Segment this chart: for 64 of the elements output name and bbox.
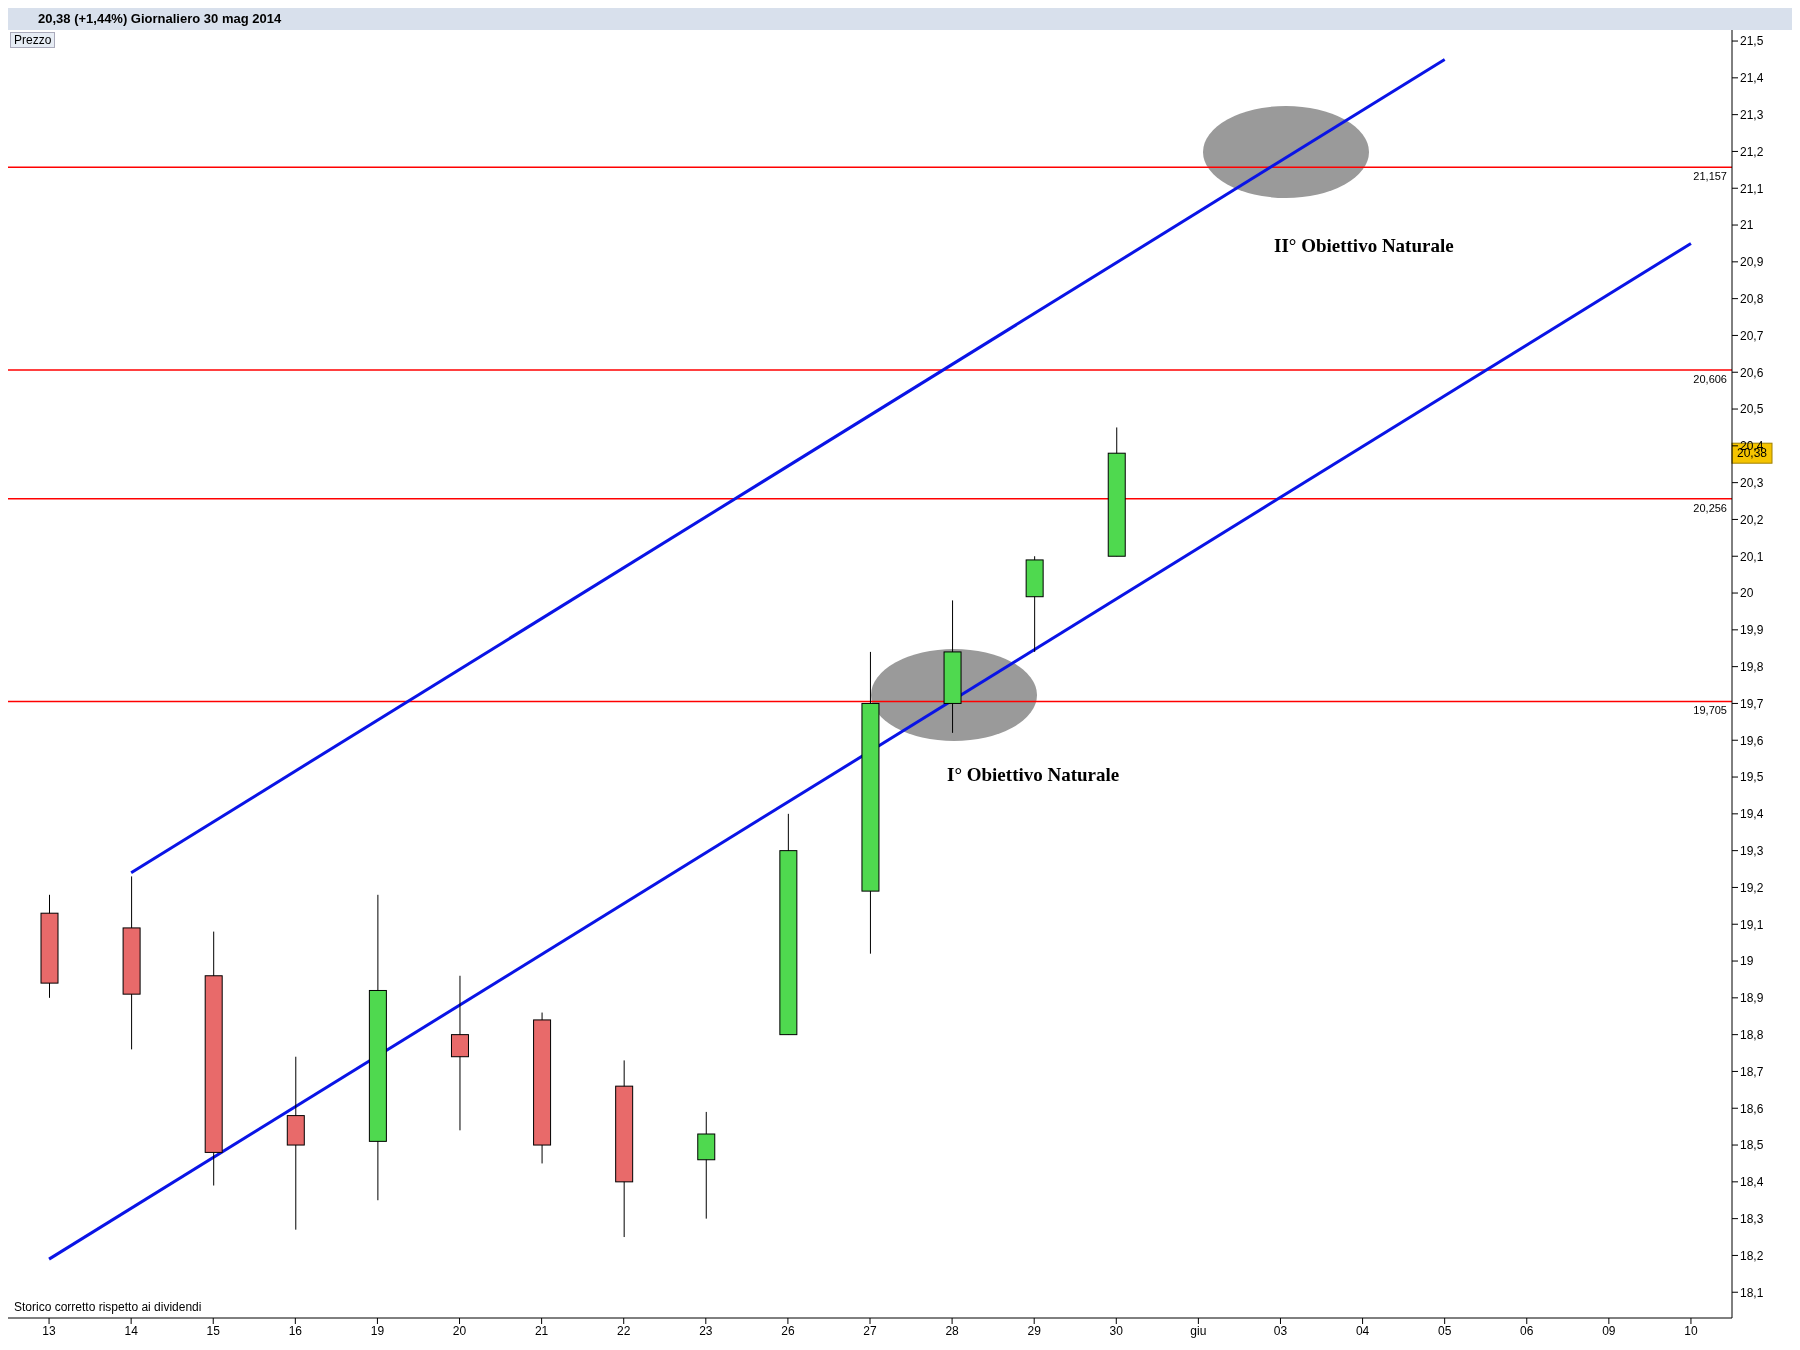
y-tick-label: 21,2 [1740, 144, 1764, 159]
ref-line-label: 20,256 [1693, 501, 1727, 514]
annotation: Prezzo [10, 32, 56, 48]
y-tick-label: 18,7 [1740, 1064, 1764, 1079]
y-tick-label: 19,3 [1740, 843, 1764, 858]
annotation: II° Obiettivo Naturale [1274, 235, 1454, 257]
y-tick-label: 20,2 [1740, 512, 1764, 527]
y-tick-label: 20 [1740, 586, 1754, 601]
y-tick-label: 18,8 [1740, 1027, 1764, 1042]
ref-line-label: 19,705 [1693, 704, 1727, 717]
x-tick-label: 15 [206, 1323, 221, 1338]
y-tick-label: 19,7 [1740, 696, 1764, 711]
y-tick-label: 20,6 [1740, 365, 1764, 380]
y-tick-label: 19,8 [1740, 659, 1764, 674]
x-tick-label: 04 [1355, 1323, 1370, 1338]
x-tick-label: 20 [452, 1323, 467, 1338]
x-tick-label: 06 [1520, 1323, 1534, 1338]
x-tick-label: 09 [1602, 1323, 1616, 1338]
y-tick-label: 19 [1740, 954, 1754, 969]
y-tick-label: 19,9 [1740, 623, 1764, 638]
y-tick-label: 18,5 [1740, 1138, 1764, 1153]
y-tick-label: 18,6 [1740, 1101, 1764, 1116]
y-tick-label: 21,5 [1740, 34, 1764, 49]
x-tick-label: 29 [1027, 1323, 1042, 1338]
x-tick-label: 27 [863, 1323, 877, 1338]
y-tick-label: 18,1 [1740, 1285, 1764, 1300]
y-tick-label: 20,9 [1740, 255, 1764, 270]
y-tick-label: 20,7 [1740, 328, 1764, 343]
y-tick-label: 18,3 [1740, 1211, 1764, 1226]
y-tick-label: 19,1 [1740, 917, 1764, 932]
x-tick-label: 19 [370, 1323, 385, 1338]
x-tick-label: 28 [945, 1323, 960, 1338]
x-tick-label: 23 [699, 1323, 713, 1338]
y-tick-label: 20,3 [1740, 475, 1764, 490]
y-tick-label: 21,4 [1740, 71, 1764, 86]
y-tick-label: 19,4 [1740, 807, 1764, 822]
x-tick-label: 05 [1437, 1323, 1452, 1338]
x-tick-label: 26 [781, 1323, 795, 1338]
x-tick-label: 22 [617, 1323, 631, 1338]
y-tick-label: 20,8 [1740, 291, 1764, 306]
y-tick-label: 19,2 [1740, 880, 1764, 895]
y-tick-label: 18,2 [1740, 1248, 1764, 1263]
y-tick-label: 20,5 [1740, 402, 1764, 417]
y-tick-label: 18,4 [1740, 1175, 1764, 1190]
x-tick-label: 21 [534, 1323, 549, 1338]
y-tick-label: 20,1 [1740, 549, 1764, 564]
y-tick-label: 18,9 [1740, 991, 1764, 1006]
x-tick-label: 14 [124, 1323, 139, 1338]
x-tick-label: 30 [1109, 1323, 1124, 1338]
annotation: Storico corretto rispetto ai dividendi [14, 1300, 202, 1314]
y-tick-label: 21,1 [1740, 181, 1764, 196]
y-tick-label: 19,5 [1740, 770, 1764, 785]
x-tick-label: 13 [42, 1323, 57, 1338]
x-tick-label: 16 [288, 1323, 303, 1338]
x-tick-label: 10 [1684, 1323, 1698, 1338]
annotation: I° Obiettivo Naturale [947, 764, 1120, 786]
ref-line-label: 20,606 [1693, 372, 1727, 385]
ref-line-label: 21,157 [1693, 170, 1727, 183]
x-tick-label: giu [1190, 1323, 1207, 1338]
chart-title: 20,38 (+1,44%) Giornaliero 30 mag 2014 [8, 8, 1792, 30]
y-tick-label: 21,3 [1740, 107, 1764, 122]
y-tick-label: 19,6 [1740, 733, 1764, 748]
x-tick-label: 03 [1273, 1323, 1288, 1338]
y-tick-label: 21 [1740, 218, 1754, 233]
